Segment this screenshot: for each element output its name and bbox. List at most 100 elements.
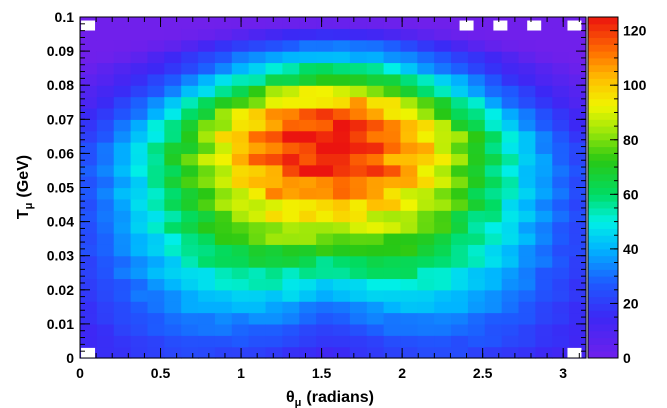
heatmap-cell	[214, 267, 233, 280]
color-scale-frame	[587, 16, 619, 359]
heatmap-cell	[417, 85, 435, 98]
heatmap-cell	[467, 85, 486, 98]
heatmap-cell	[383, 85, 402, 98]
heatmap-cell	[164, 346, 182, 359]
heatmap-cell	[248, 232, 267, 245]
heatmap-cell	[231, 17, 250, 29]
heatmap-cell	[484, 255, 503, 268]
heatmap-cell	[214, 119, 233, 132]
heatmap-cell	[383, 187, 402, 200]
heatmap-cell	[518, 28, 536, 41]
heatmap-cell	[248, 301, 267, 314]
heatmap-cell	[231, 73, 250, 86]
heatmap-cell	[198, 232, 216, 245]
heatmap-cell	[181, 142, 199, 154]
heatmap-cell	[130, 278, 149, 291]
heatmap-cell	[400, 176, 418, 189]
heatmap-cell	[214, 232, 233, 245]
heatmap-cell	[484, 85, 503, 98]
heatmap-cell	[147, 210, 165, 223]
heatmap-cell	[282, 85, 300, 98]
heatmap-cell	[552, 176, 570, 189]
heatmap-cell	[282, 28, 300, 41]
heatmap-cell	[198, 164, 216, 177]
heatmap-cell	[333, 232, 351, 245]
heatmap-cell	[400, 107, 418, 120]
color-scale-band	[588, 303, 618, 311]
y-axis-title: Tμ(GeV)	[15, 155, 35, 219]
heatmap-cell	[80, 244, 98, 257]
heatmap-cell	[383, 96, 402, 109]
heatmap-cell	[349, 17, 368, 29]
heatmap-cell	[164, 62, 182, 75]
y-tick-label: 0.01	[47, 316, 74, 332]
heatmap-cell	[383, 289, 402, 302]
heatmap-cell	[333, 17, 351, 29]
heatmap-cell	[552, 244, 570, 257]
heatmap-cell	[349, 221, 368, 234]
color-scale-band	[588, 235, 618, 243]
heatmap-cell	[164, 130, 182, 143]
heatmap-cell	[501, 142, 520, 154]
heatmap-cell	[569, 85, 587, 98]
heatmap-cell	[366, 96, 385, 109]
heatmap-cell	[349, 28, 368, 41]
heatmap-cell	[552, 164, 570, 177]
heatmap-cell	[231, 51, 250, 64]
heatmap-cell	[231, 278, 250, 291]
heatmap-cell	[535, 142, 553, 154]
heatmap-cell	[113, 312, 132, 325]
heatmap-cell	[383, 119, 402, 132]
heatmap-cell	[248, 130, 267, 143]
heatmap-cell	[113, 187, 132, 200]
heatmap-cell	[80, 85, 98, 98]
heatmap-cell	[231, 312, 250, 325]
heatmap-cell	[501, 323, 520, 336]
heatmap-cell	[113, 255, 132, 268]
heatmap-cell	[147, 119, 165, 132]
heatmap-cell	[518, 210, 536, 223]
color-scale-band	[588, 153, 618, 161]
heatmap-cell	[214, 73, 233, 86]
heatmap-cell	[451, 335, 469, 348]
heatmap-cell	[130, 176, 149, 189]
heatmap-cell	[265, 96, 283, 109]
heatmap-cell	[333, 312, 351, 325]
heatmap-cell	[96, 96, 115, 109]
heatmap-cell	[518, 301, 536, 314]
heatmap-cell	[552, 301, 570, 314]
color-scale-band	[588, 221, 618, 229]
x-tick-label: 1	[237, 365, 245, 381]
heatmap-cell	[349, 335, 368, 348]
heatmap-cell	[417, 107, 435, 120]
heatmap-cell	[518, 335, 536, 348]
heatmap-cell	[484, 62, 503, 75]
heatmap-cell	[434, 28, 452, 41]
heatmap-cell	[282, 130, 300, 143]
heatmap-cell	[130, 153, 149, 166]
heatmap-cell	[198, 255, 216, 268]
heatmap-cell	[552, 323, 570, 336]
heatmap-cell	[518, 187, 536, 200]
heatmap-cell	[181, 119, 199, 132]
heatmap-cell	[299, 164, 317, 177]
x-axis: 0 0.5 1 1.5 2 2.5 3	[76, 17, 580, 381]
heatmap-cell	[214, 301, 233, 314]
heatmap-cell	[181, 73, 199, 86]
heatmap-cell	[231, 142, 250, 154]
empty-bin	[81, 347, 96, 358]
color-scale-band	[588, 269, 618, 277]
heatmap-cell	[417, 39, 435, 52]
heatmap-cell	[383, 73, 402, 86]
heatmap-cell	[96, 198, 115, 211]
heatmap-cell	[198, 153, 216, 166]
heatmap-cell	[434, 323, 452, 336]
heatmap-cell	[484, 346, 503, 359]
heatmap-cell	[316, 39, 334, 52]
heatmap-cell	[467, 119, 486, 132]
heatmap-cell	[535, 119, 553, 132]
heatmap-cell	[113, 323, 132, 336]
heatmap-cell	[451, 73, 469, 86]
heatmap-cell	[282, 17, 300, 29]
heatmap-cell	[147, 28, 165, 41]
